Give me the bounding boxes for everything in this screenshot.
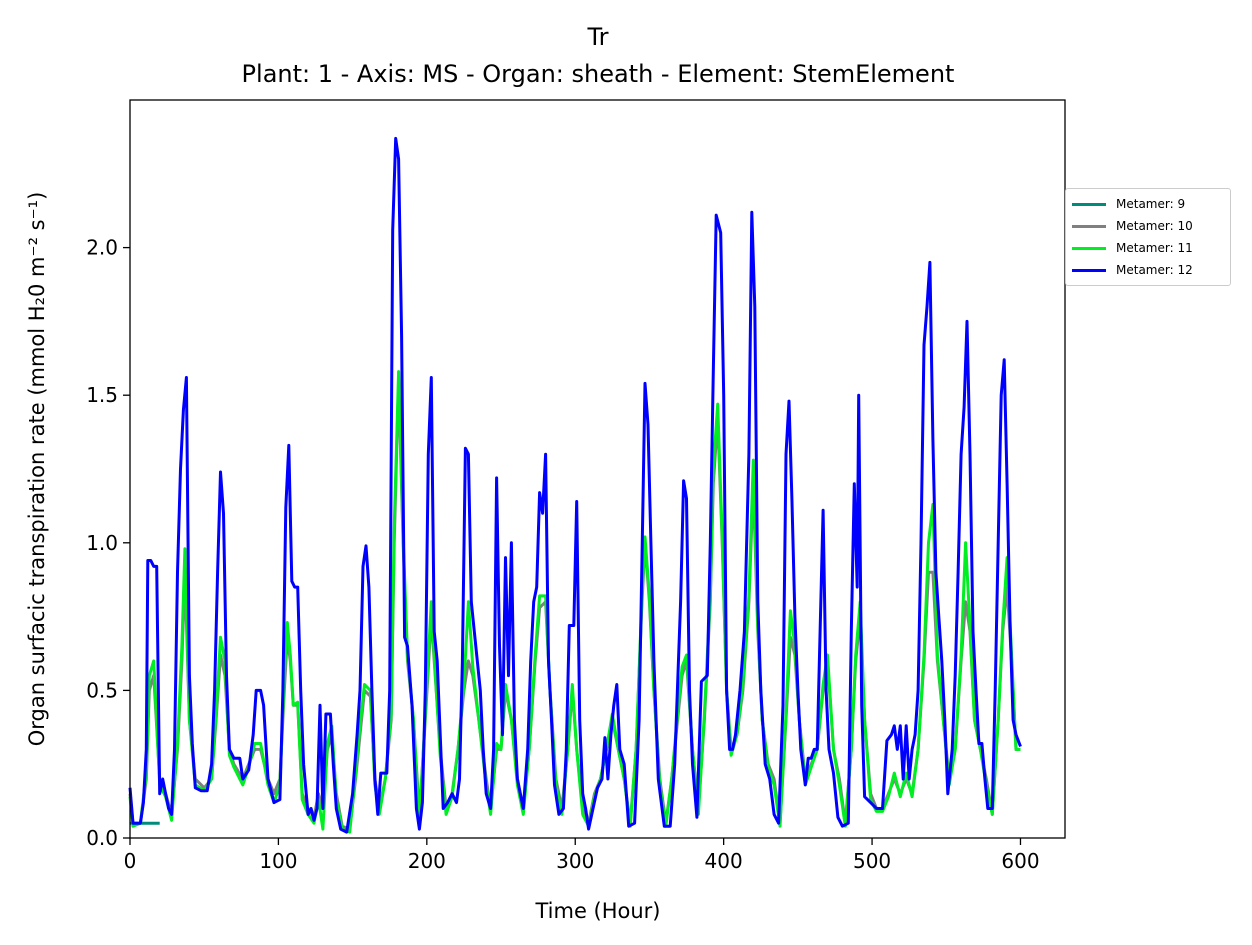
- x-tick-label: 600: [1001, 849, 1039, 873]
- y-tick-label: 0.0: [86, 826, 118, 850]
- x-tick-label: 300: [556, 849, 594, 873]
- legend-swatch: [1072, 246, 1106, 250]
- chart-subtitle: Plant: 1 - Axis: MS - Organ: sheath - El…: [242, 60, 955, 88]
- legend-item: Metamer: 12: [1072, 259, 1224, 281]
- x-tick-label: 100: [259, 849, 297, 873]
- plot-frame: [129, 99, 1066, 839]
- x-tick-label: 0: [124, 849, 137, 873]
- series-line-metamer-12: [128, 136, 1022, 834]
- y-axis-ticks: 0.0 0.5 1.0 1.5 2.0: [86, 236, 130, 850]
- legend-label: Metamer: 9: [1116, 197, 1186, 211]
- legend-label: Metamer: 11: [1116, 241, 1193, 255]
- x-axis-label: Time (Hour): [534, 899, 660, 923]
- legend-item: Metamer: 11: [1072, 237, 1224, 259]
- x-tick-label: 400: [705, 849, 743, 873]
- chart-legend: Metamer: 9 Metamer: 10 Metamer: 11 Metamer:…: [1065, 188, 1231, 286]
- chart-title: Tr: [587, 23, 609, 51]
- legend-swatch: [1072, 202, 1106, 206]
- y-tick-label: 1.0: [86, 531, 118, 555]
- legend-swatch: [1072, 268, 1106, 272]
- legend-label: Metamer: 12: [1116, 263, 1193, 277]
- series-layer: [128, 136, 1022, 834]
- legend-label: Metamer: 10: [1116, 219, 1193, 233]
- y-tick-label: 0.5: [86, 678, 118, 702]
- y-axis-label: Organ surfacic transpiration rate (mmol …: [25, 192, 49, 747]
- y-tick-label: 2.0: [86, 236, 118, 260]
- x-axis-ticks: 0 100 200 300 400 500 600: [124, 838, 1040, 873]
- x-tick-label: 500: [853, 849, 891, 873]
- legend-swatch: [1072, 224, 1106, 228]
- x-tick-label: 200: [408, 849, 446, 873]
- y-tick-label: 1.5: [86, 383, 118, 407]
- legend-item: Metamer: 10: [1072, 215, 1224, 237]
- legend-item: Metamer: 9: [1072, 193, 1224, 215]
